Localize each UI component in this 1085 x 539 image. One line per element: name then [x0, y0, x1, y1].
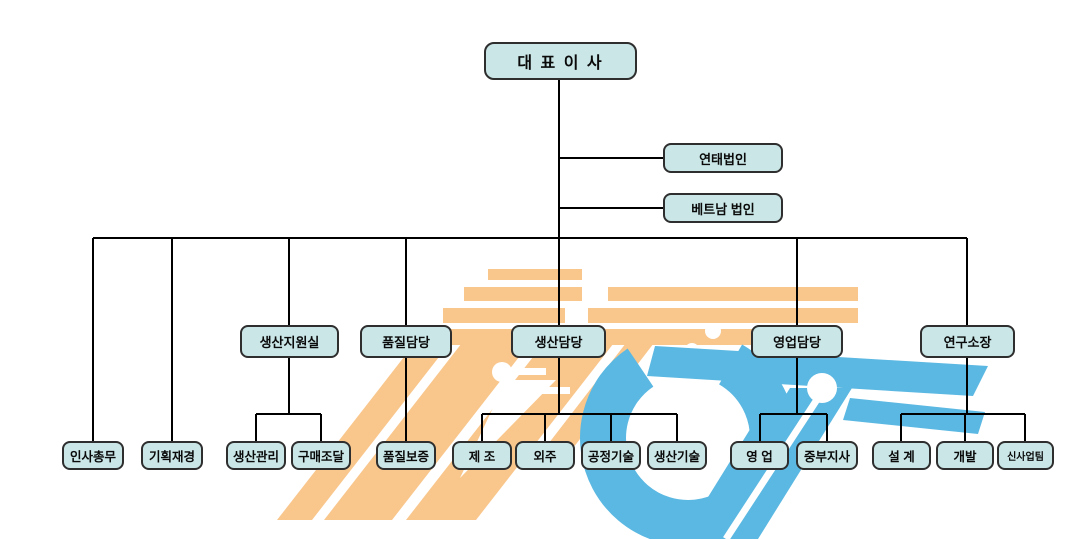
dept-box-quality: 품질담당: [360, 325, 452, 358]
leaf-box-outsourcing: 외주: [515, 441, 575, 470]
affiliate-box-vietnam: 베트남 법인: [663, 193, 783, 223]
leaf-label: 생산관리: [232, 450, 279, 464]
dept-label: 영업담당: [773, 335, 821, 350]
leaf-box-planning-finance: 기획재경: [141, 441, 203, 470]
affiliate-box-yantai: 연태법인: [663, 143, 783, 173]
leaf-box-production-tech: 생산기술: [647, 441, 707, 470]
leaf-box-manufacturing: 제 조: [452, 441, 512, 470]
dept-box-sales: 영업담당: [751, 325, 843, 358]
affiliate-label: 연태법인: [699, 151, 747, 167]
leaf-box-development: 개발: [936, 441, 994, 470]
ceo-box: 대 표 이 사: [484, 42, 637, 80]
leaf-label: 인사총무: [69, 450, 116, 464]
dept-box-production: 생산담당: [511, 325, 606, 358]
leaf-box-process-tech: 공정기술: [581, 441, 641, 470]
leaf-box-quality-assurance: 품질보증: [376, 441, 436, 470]
leaf-label: 제 조: [468, 450, 496, 464]
leaf-label: 기획재경: [148, 450, 195, 464]
leaf-box-new-business: 신사업팀: [997, 441, 1054, 470]
leaf-label: 공정기술: [587, 450, 634, 464]
leaf-box-hr-general-affairs: 인사총무: [62, 441, 124, 470]
dept-box-research-director: 연구소장: [920, 325, 1015, 358]
dept-label: 생산담당: [534, 335, 583, 350]
dept-box-production-support: 생산지원실: [240, 325, 339, 358]
leaf-label: 개발: [953, 450, 977, 464]
ceo-label: 대 표 이 사: [517, 55, 604, 72]
leaf-label: 구매조달: [297, 450, 344, 464]
leaf-label: 신사업팀: [1007, 452, 1044, 463]
dept-label: 생산지원실: [259, 335, 320, 350]
leaf-box-sales-team: 영 업: [730, 441, 789, 470]
leaf-box-central-branch: 중부지사: [796, 441, 858, 470]
leaf-label: 생산기술: [653, 450, 700, 464]
leaf-box-purchasing: 구매조달: [291, 441, 351, 470]
affiliate-label: 베트남 법인: [691, 201, 755, 217]
leaf-label: 품질보증: [382, 450, 429, 464]
leaf-label: 영 업: [746, 450, 773, 464]
leaf-label: 중부지사: [803, 450, 850, 464]
leaf-label: 설 계: [888, 450, 915, 464]
leaf-box-production-mgmt: 생산관리: [226, 441, 286, 470]
leaf-box-design: 설 계: [872, 441, 931, 470]
dept-label: 품질담당: [382, 335, 430, 350]
leaf-label: 외주: [533, 450, 557, 464]
dept-label: 연구소장: [943, 335, 992, 350]
